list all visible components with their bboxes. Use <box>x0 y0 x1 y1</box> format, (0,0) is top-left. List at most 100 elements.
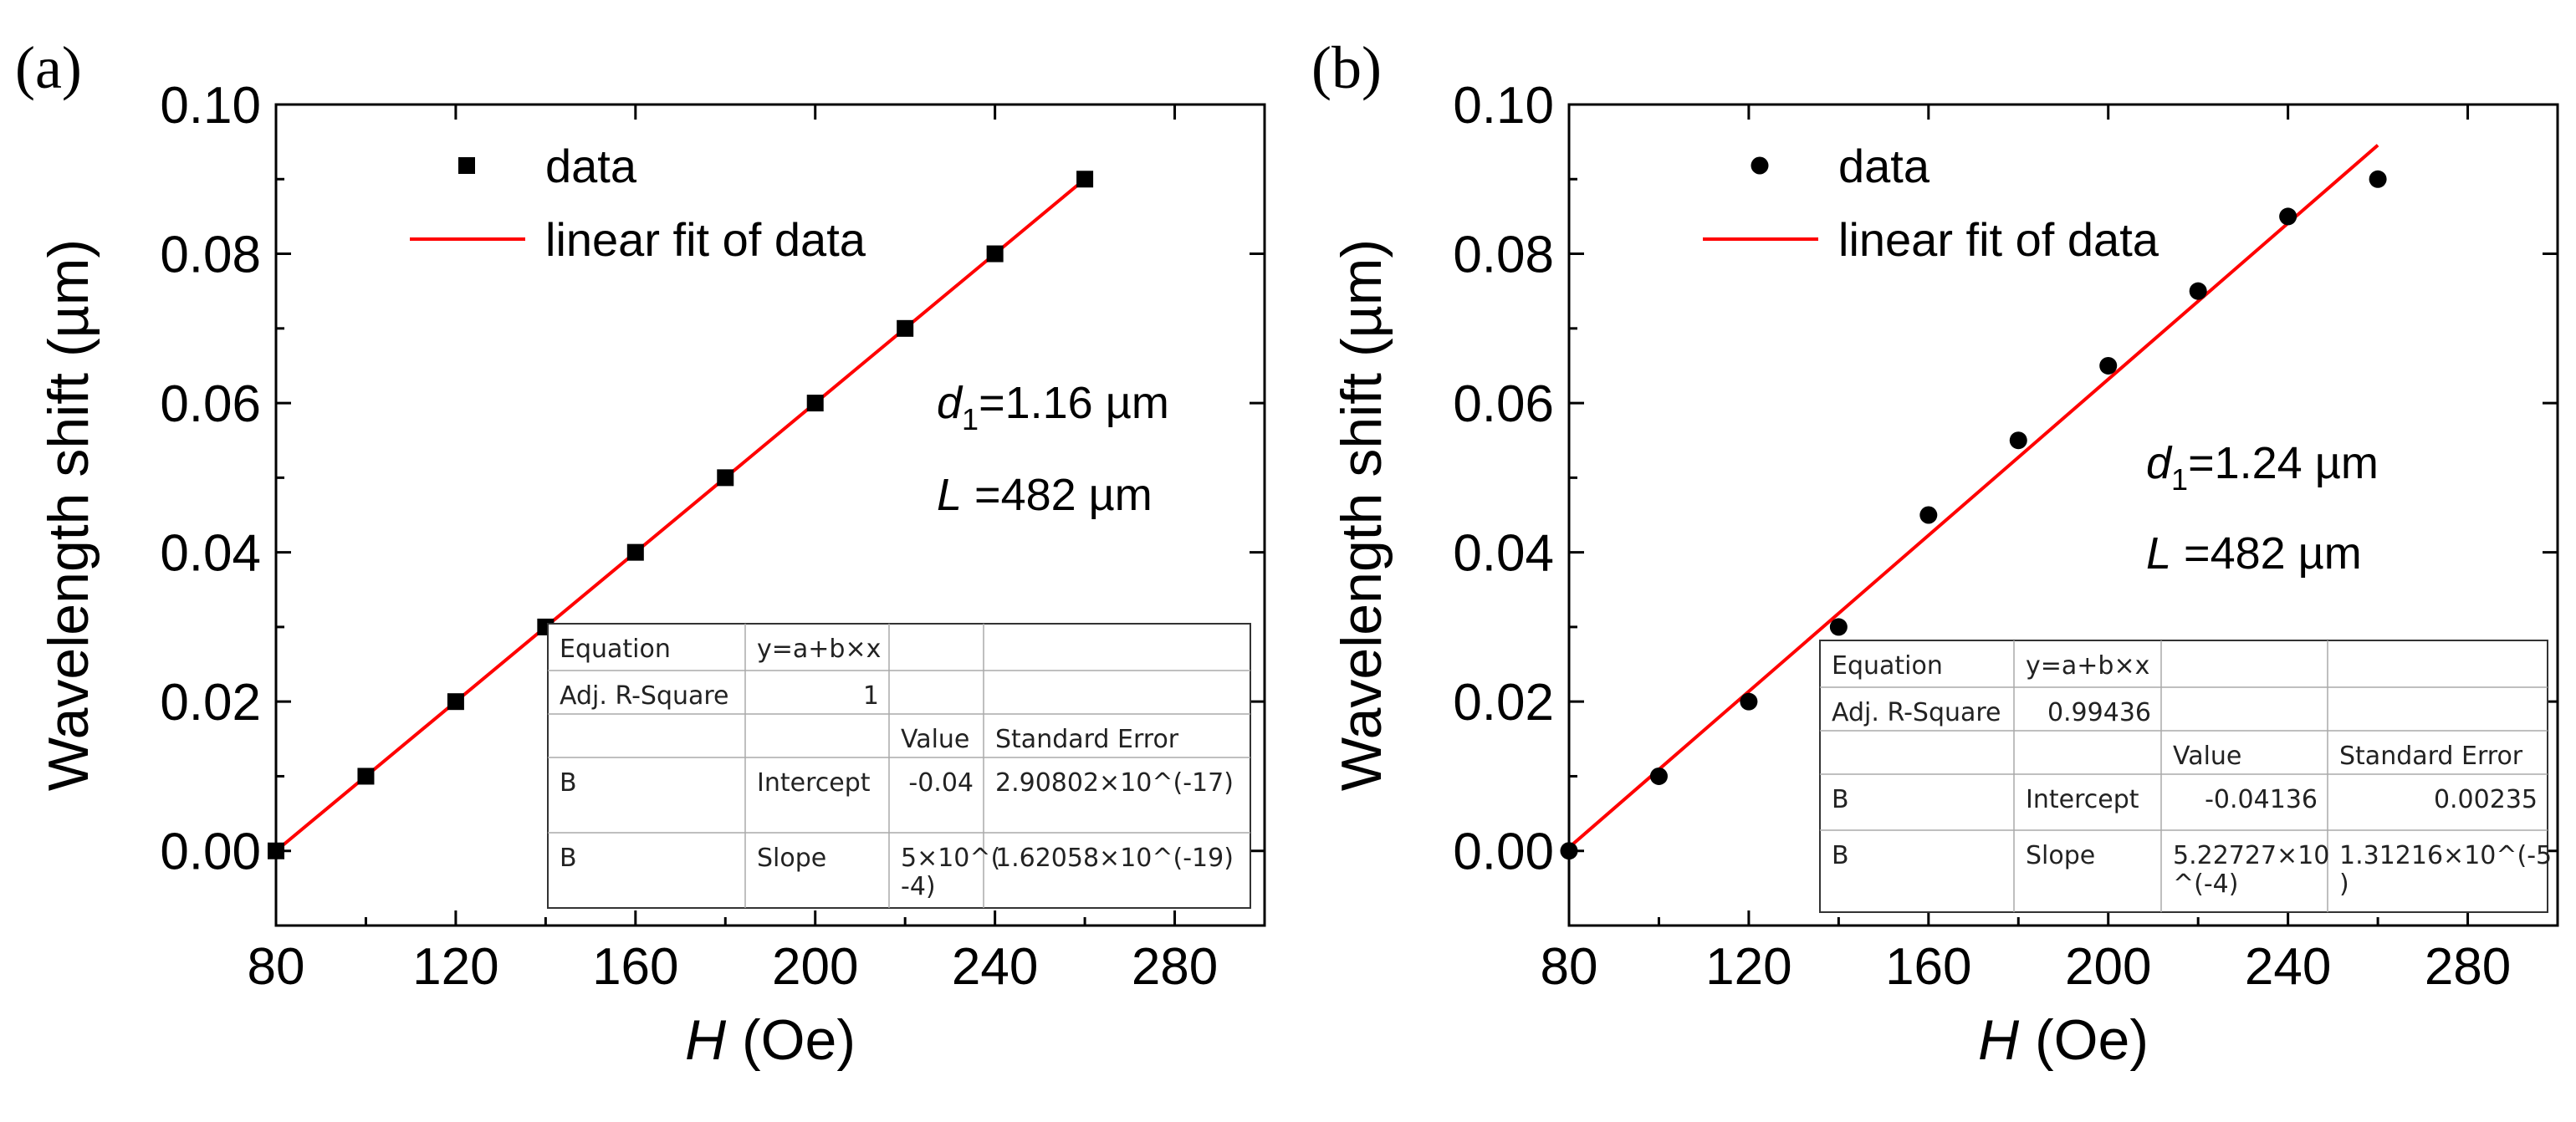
annotation-subscript: 1 <box>962 402 979 436</box>
table-frame <box>1819 640 2548 913</box>
table-line: 0.99436 <box>2047 698 2151 727</box>
table-line: Value <box>901 725 969 754</box>
data-point <box>2369 170 2387 188</box>
annotation-value: =482 µm <box>2171 528 2362 579</box>
legend: data linear fit of data <box>410 140 866 266</box>
table-line: 0.00235 <box>2434 785 2538 814</box>
data-point <box>897 319 914 337</box>
table-line: y=a+b×x <box>2026 651 2149 681</box>
y-tick-label: 0.04 <box>1453 525 1554 583</box>
table-cell: y=a+b×x <box>2026 651 2149 681</box>
table-cell: B <box>1832 785 1849 814</box>
chart-panel-b: 80 120 160 200 240 280 0.00 0.02 0.04 0.06 0.08 0.1… <box>1311 34 2559 1072</box>
table-line: 1.62058×10^(-19) <box>995 844 1234 873</box>
table-cell: -0.04136 <box>2205 785 2318 814</box>
annotation-value: =1.24 µm <box>2188 438 2379 488</box>
table-line: Standard Error <box>995 725 1179 754</box>
table-cell: -0.04 <box>908 768 974 798</box>
annotation-value: =1.16 µm <box>979 378 1169 428</box>
x-tick-label: 120 <box>412 938 498 996</box>
table-cell: 1.31216×10^(-5) <box>2339 841 2552 899</box>
data-point <box>2099 356 2118 375</box>
data-point <box>447 693 464 711</box>
y-tick-label: 0.04 <box>160 525 261 583</box>
table-cell: 5×10^(-4) <box>901 844 1000 901</box>
table-line: -0.04136 <box>2205 785 2318 814</box>
data-point <box>1560 842 1578 860</box>
table-cell: Standard Error <box>995 725 1179 754</box>
annotation-symbol: L <box>937 470 962 520</box>
table-line: B <box>1832 785 1849 814</box>
data-point <box>1829 618 1848 636</box>
table-cell: 2.90802×10^(-17) <box>995 768 1234 798</box>
table-cell: Equation <box>560 635 671 664</box>
y-tick-label: 0.06 <box>1453 375 1554 433</box>
x-tick-label: 280 <box>1132 938 1218 996</box>
table-line: -4) <box>901 872 936 901</box>
table-cell: 0.00235 <box>2434 785 2538 814</box>
table-line: Slope <box>757 844 826 873</box>
annotation-symbol: d <box>2146 438 2173 488</box>
plot-frame <box>1567 103 2559 927</box>
x-tick-label: 240 <box>2245 938 2331 996</box>
table-cell: Slope <box>2026 841 2095 870</box>
y-tick-label: 0.02 <box>160 674 261 732</box>
x-tick-label: 280 <box>2425 938 2511 996</box>
table-line: y=a+b×x <box>757 635 881 664</box>
x-tick-label: 200 <box>772 938 858 996</box>
y-tick-label: 0.02 <box>1453 674 1554 732</box>
table-cell: 5.22727×10 ^(-4) <box>2173 841 2329 899</box>
table-line: B <box>1832 841 1849 870</box>
table-line: Slope <box>2026 841 2095 870</box>
data-point <box>2189 282 2207 300</box>
table-cell: Adj. R-Square <box>1832 698 2001 727</box>
table-line: Adj. R-Square <box>560 681 729 711</box>
x-tick-label: 80 <box>248 938 305 996</box>
chart-panel-a: 80 120 160 200 240 280 0.00 0.02 0.04 0.06 0.08 0.1… <box>15 34 1266 1072</box>
x-tick-label: 200 <box>2065 938 2151 996</box>
x-axis-unit: (Oe) <box>2019 1008 2149 1072</box>
table-cell: 1 <box>863 681 879 711</box>
data-point <box>717 469 734 487</box>
table-line: -0.04 <box>908 768 974 798</box>
y-tick-label: 0.10 <box>160 77 261 135</box>
fit-table: Equation y=a+b×x Adj. R-Square 0.99436 Value… <box>1819 640 2552 913</box>
y-tick-label: 0.08 <box>1453 227 1554 284</box>
data-point <box>986 245 1004 263</box>
legend-marker <box>1751 156 1769 175</box>
annotation-symbol: d <box>937 378 963 428</box>
legend-marker <box>458 157 475 174</box>
y-tick-label: 0.06 <box>160 375 261 433</box>
table-line: Equation <box>560 635 671 664</box>
table-cell: B <box>560 844 577 873</box>
table-line: Equation <box>1832 651 1943 681</box>
annotation-length: L =482 µm <box>2146 528 2362 579</box>
annotation-symbol: L <box>2146 528 2171 579</box>
annotation-subscript: 1 <box>2171 462 2188 497</box>
y-tick-label: 0.08 <box>160 227 261 284</box>
x-tick-label: 240 <box>952 938 1038 996</box>
x-axis-variable: H <box>685 1008 727 1072</box>
data-point <box>626 543 644 561</box>
fit-line <box>274 177 1086 853</box>
x-tick-label: 120 <box>1705 938 1791 996</box>
y-tick-label: 0.00 <box>160 824 261 881</box>
table-cell: 0.99436 <box>2047 698 2151 727</box>
table-line: 1 <box>863 681 879 711</box>
table-line: 5×10^( <box>901 844 1000 873</box>
data-point <box>1740 692 1758 711</box>
panel-label: (a) <box>15 34 82 101</box>
y-axis-title: Wavelength shift (µm) <box>1330 239 1393 791</box>
x-tick-label: 160 <box>1885 938 1971 996</box>
data-point <box>806 395 824 412</box>
fit-table: Equation y=a+b×x Adj. R-Square 1 Value Standa… <box>547 623 1251 909</box>
x-axis-title: H (Oe) <box>685 1008 856 1072</box>
data-point <box>2009 431 2027 450</box>
table-cell: Standard Error <box>2339 742 2523 771</box>
data-point <box>1076 171 1094 188</box>
table-cell: Adj. R-Square <box>560 681 729 711</box>
annotation-value: =482 µm <box>962 470 1153 520</box>
table-cell: Intercept <box>2026 785 2139 814</box>
table-cell: y=a+b×x <box>757 635 881 664</box>
